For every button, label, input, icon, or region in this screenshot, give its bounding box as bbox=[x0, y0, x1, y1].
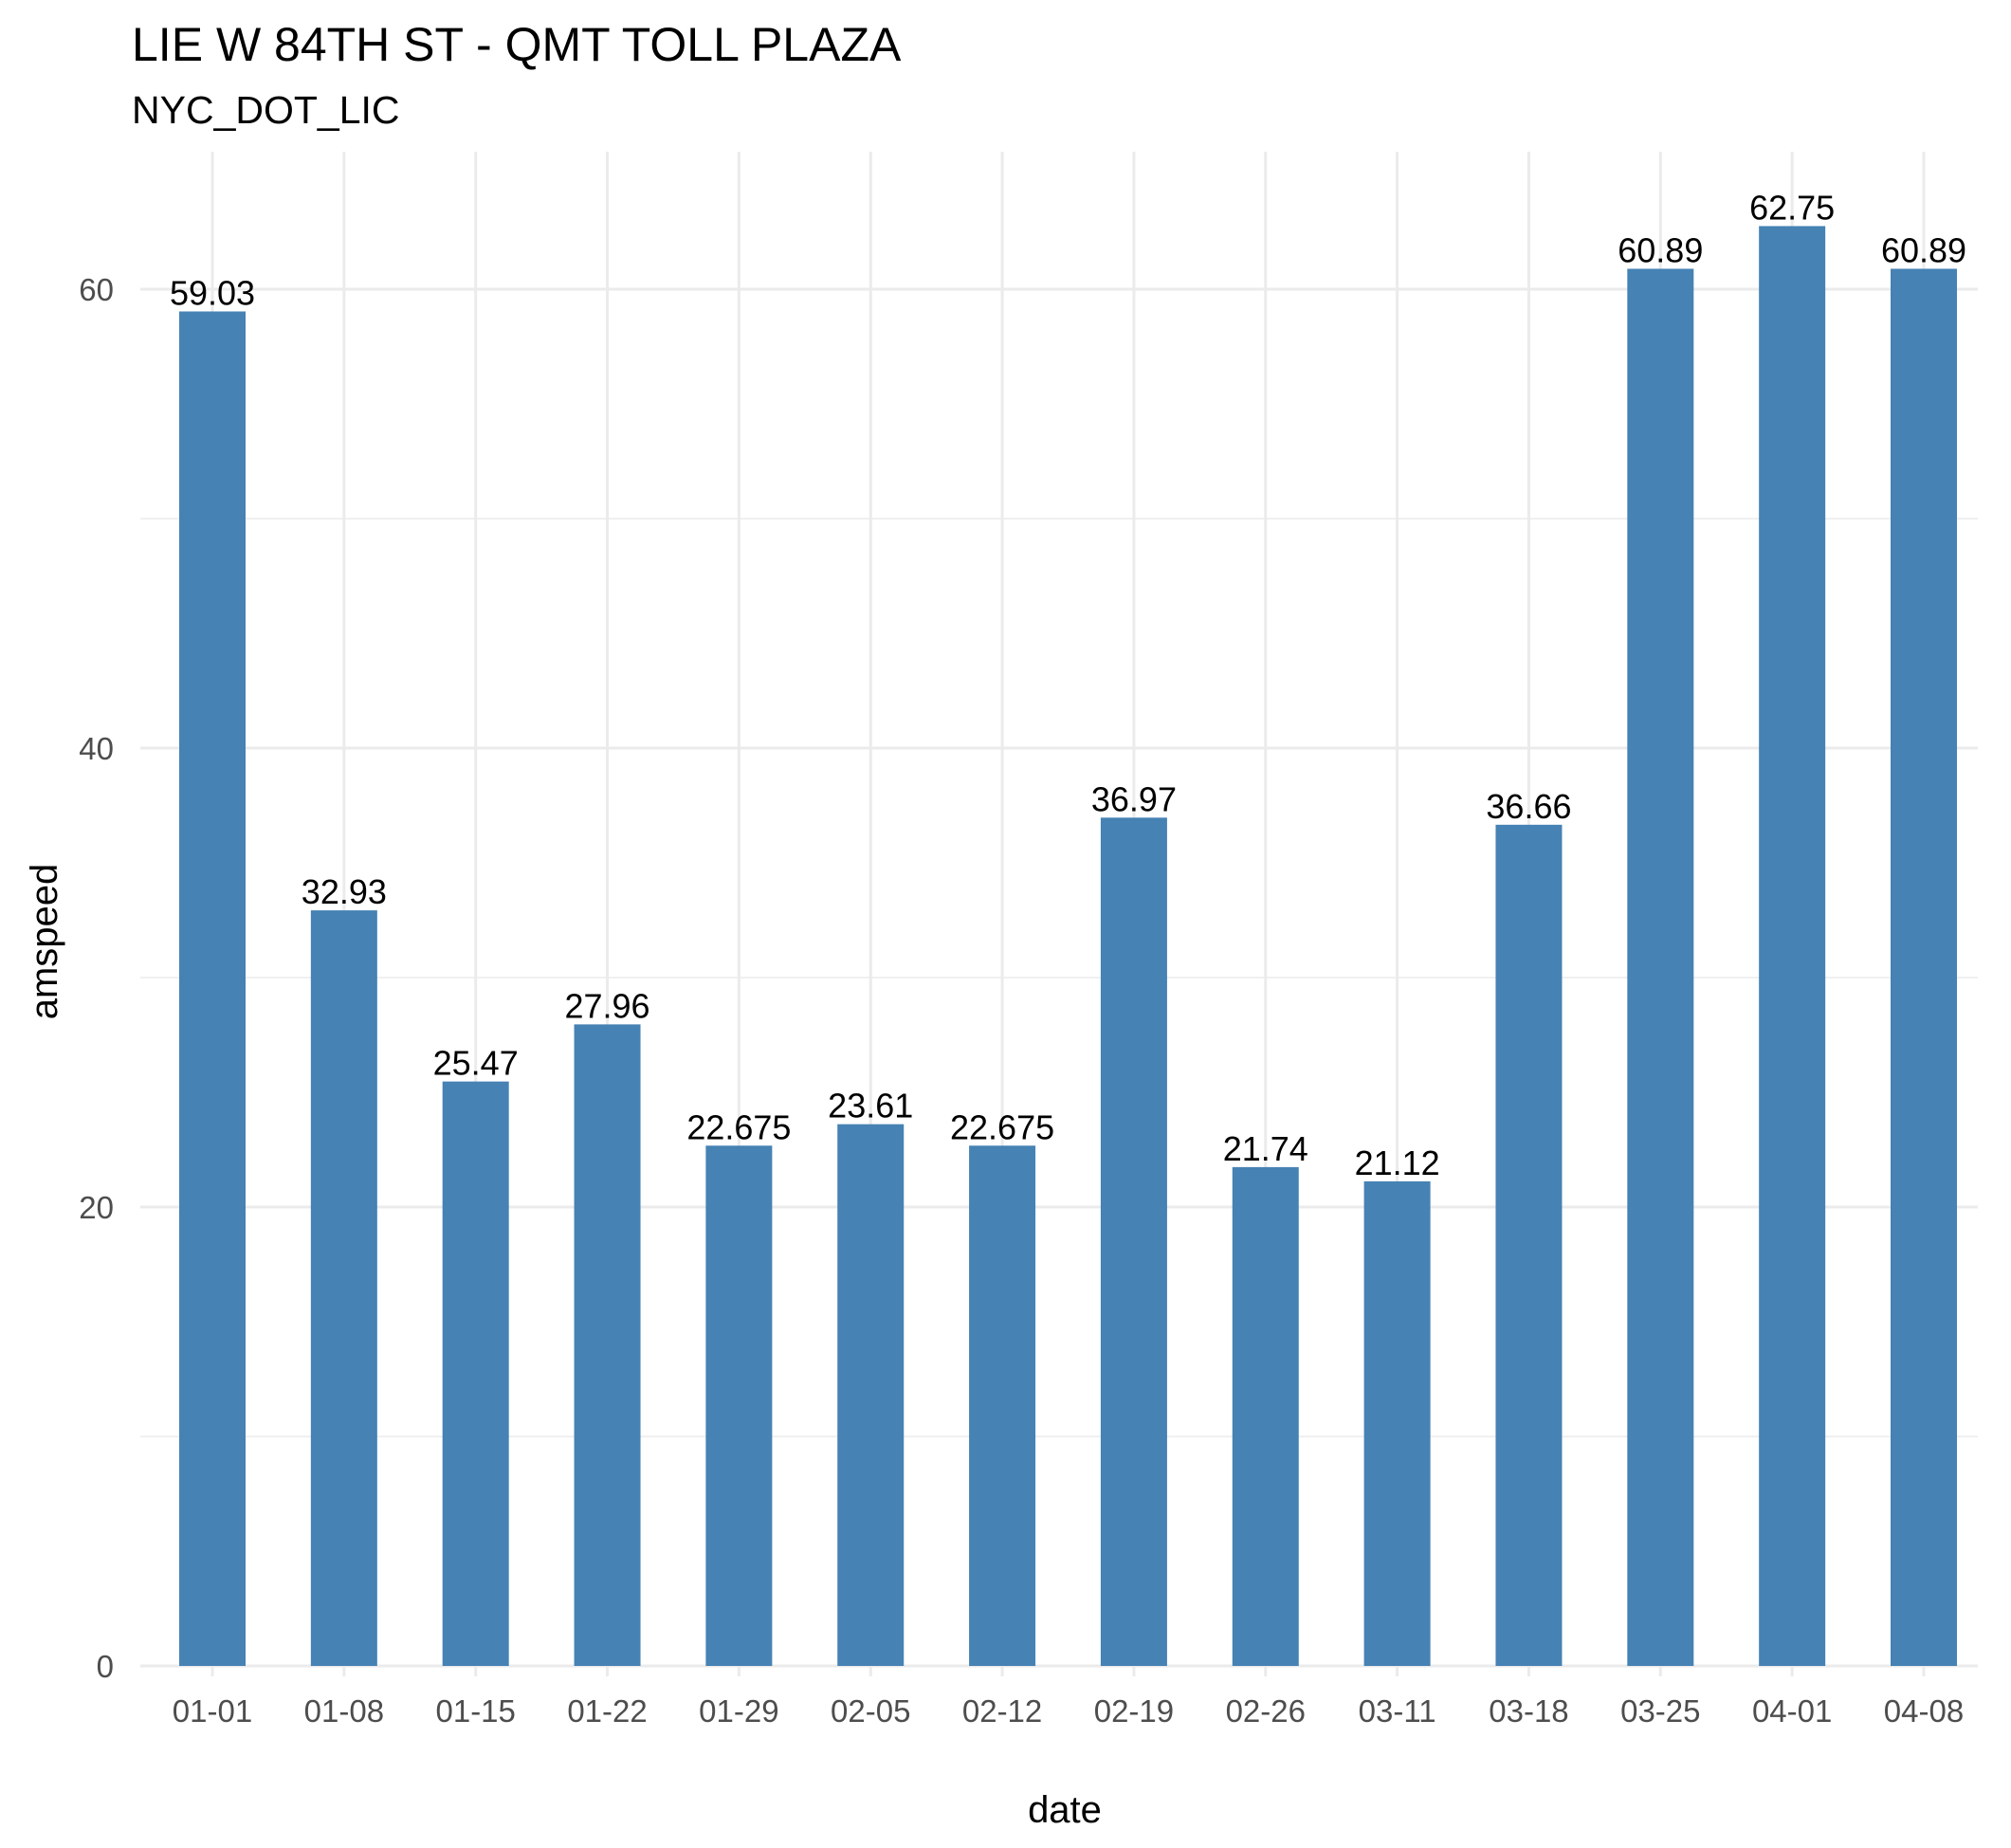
data-label: 27.96 bbox=[564, 986, 649, 1025]
bar bbox=[1363, 1180, 1431, 1666]
data-label: 60.89 bbox=[1881, 230, 1966, 269]
data-label: 36.66 bbox=[1486, 787, 1571, 826]
bar bbox=[1100, 817, 1167, 1666]
bar bbox=[1627, 268, 1694, 1666]
data-label: 22.675 bbox=[686, 1107, 791, 1146]
y-tick-label: 60 bbox=[79, 272, 114, 307]
data-label: 22.675 bbox=[950, 1107, 1054, 1146]
data-label: 62.75 bbox=[1749, 188, 1835, 227]
y-tick-label: 20 bbox=[79, 1190, 114, 1225]
chart-subtitle: NYC_DOT_LIC bbox=[132, 88, 400, 132]
bar bbox=[837, 1124, 905, 1666]
bar bbox=[179, 311, 246, 1666]
x-tick-label: 02-12 bbox=[962, 1693, 1042, 1729]
bar bbox=[1759, 226, 1826, 1667]
bar bbox=[1891, 268, 1957, 1666]
x-tick-label: 04-01 bbox=[1752, 1693, 1832, 1729]
bar bbox=[1232, 1166, 1299, 1666]
y-axis-ticks: 0 20 40 60 bbox=[79, 272, 114, 1684]
x-tick-label: 02-05 bbox=[831, 1693, 910, 1729]
data-label: 23.61 bbox=[828, 1087, 913, 1125]
x-axis-title: date bbox=[1028, 1789, 1102, 1831]
bar bbox=[574, 1024, 641, 1666]
bar bbox=[442, 1081, 509, 1666]
data-label: 21.74 bbox=[1223, 1129, 1308, 1168]
x-tick-label: 01-22 bbox=[567, 1693, 647, 1729]
bars bbox=[179, 226, 1957, 1667]
x-axis-ticks: 01-01 01-08 01-15 01-22 01-29 02-05 02-12 02-19… bbox=[173, 1693, 1964, 1729]
x-tick-label: 01-29 bbox=[699, 1693, 778, 1729]
data-label: 32.93 bbox=[302, 872, 387, 911]
data-label: 36.97 bbox=[1091, 779, 1177, 818]
x-tick-label: 01-08 bbox=[304, 1693, 384, 1729]
bar bbox=[705, 1145, 773, 1666]
bar bbox=[969, 1145, 1036, 1666]
data-label: 59.03 bbox=[170, 273, 255, 312]
data-label: 21.12 bbox=[1355, 1144, 1440, 1182]
grid-lines bbox=[140, 152, 1978, 1676]
x-tick-label: 01-01 bbox=[173, 1693, 252, 1729]
x-tick-label: 03-11 bbox=[1359, 1693, 1436, 1729]
x-tick-label: 02-26 bbox=[1226, 1693, 1306, 1729]
y-tick-label: 40 bbox=[79, 731, 114, 766]
x-tick-label: 04-08 bbox=[1884, 1693, 1964, 1729]
x-tick-label: 03-18 bbox=[1489, 1693, 1568, 1729]
x-tick-label: 03-25 bbox=[1620, 1693, 1700, 1729]
bar bbox=[310, 910, 377, 1666]
x-tick-label: 01-15 bbox=[435, 1693, 515, 1729]
y-axis-title: amspeed bbox=[24, 864, 65, 1020]
data-label: 60.89 bbox=[1618, 230, 1703, 269]
y-tick-label: 0 bbox=[97, 1649, 114, 1684]
bar bbox=[1495, 824, 1563, 1666]
chart-title: LIE W 84TH ST - QMT TOLL PLAZA bbox=[132, 18, 902, 71]
data-label: 25.47 bbox=[433, 1044, 519, 1083]
data-labels: 59.03 32.93 25.47 27.96 22.675 23.61 22.675 36.… bbox=[170, 188, 1966, 1181]
x-tick-label: 02-19 bbox=[1094, 1693, 1174, 1729]
